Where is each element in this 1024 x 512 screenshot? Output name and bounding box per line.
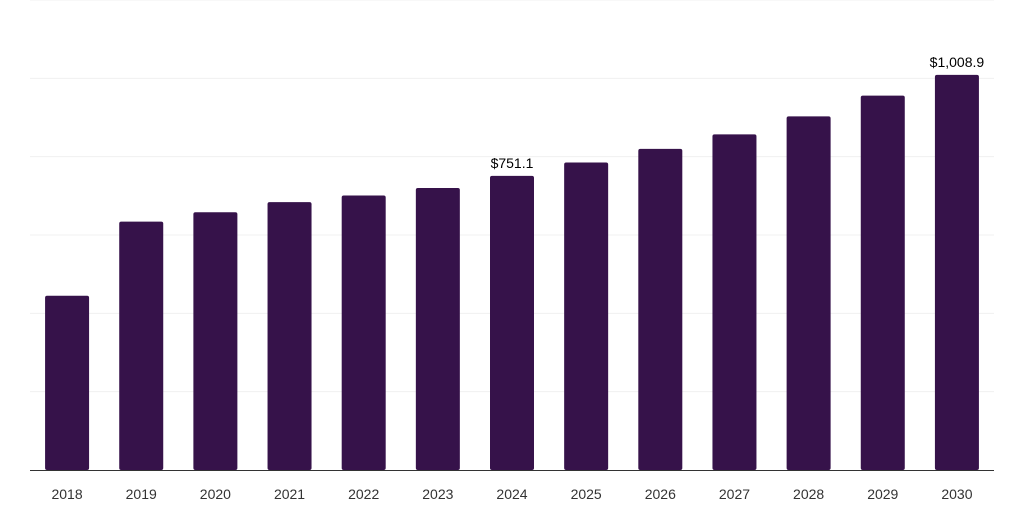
x-tick-label-2030: 2030 xyxy=(941,486,972,502)
x-tick-label-2027: 2027 xyxy=(719,486,750,502)
bar-2020[interactable] xyxy=(193,212,238,471)
bar-2018[interactable] xyxy=(45,295,90,470)
bar-2026[interactable] xyxy=(638,148,683,471)
bar-2028[interactable] xyxy=(786,116,831,470)
data-labels: $751.1 $1,008.9 xyxy=(491,54,985,171)
x-tick-label-2024: 2024 xyxy=(496,486,527,502)
x-tick-label-2021: 2021 xyxy=(274,486,305,502)
bar-2021[interactable] xyxy=(267,202,312,470)
bar-2030[interactable] xyxy=(934,74,979,470)
x-axis-ticks: 2018 2019 2020 2021 2022 2023 2024 2025 2026 2027… xyxy=(51,486,972,502)
x-tick-label-2029: 2029 xyxy=(867,486,898,502)
bar-2022[interactable] xyxy=(341,195,386,471)
bars xyxy=(45,74,979,471)
data-label-2024: $751.1 xyxy=(491,155,534,171)
bar-2023[interactable] xyxy=(415,188,460,470)
bar-2027[interactable] xyxy=(712,134,757,470)
x-tick-label-2018: 2018 xyxy=(51,486,82,502)
bar-2024[interactable] xyxy=(490,175,534,471)
x-tick-label-2026: 2026 xyxy=(645,486,676,502)
x-tick-label-2022: 2022 xyxy=(348,486,379,502)
bar-2029[interactable] xyxy=(860,95,905,471)
x-tick-label-2020: 2020 xyxy=(200,486,231,502)
bar-2019[interactable] xyxy=(119,221,164,470)
x-tick-label-2019: 2019 xyxy=(126,486,157,502)
x-tick-label-2023: 2023 xyxy=(422,486,453,502)
x-tick-label-2028: 2028 xyxy=(793,486,824,502)
data-label-2030: $1,008.9 xyxy=(930,54,985,70)
bar-2025[interactable] xyxy=(564,162,609,470)
x-tick-label-2025: 2025 xyxy=(571,486,602,502)
